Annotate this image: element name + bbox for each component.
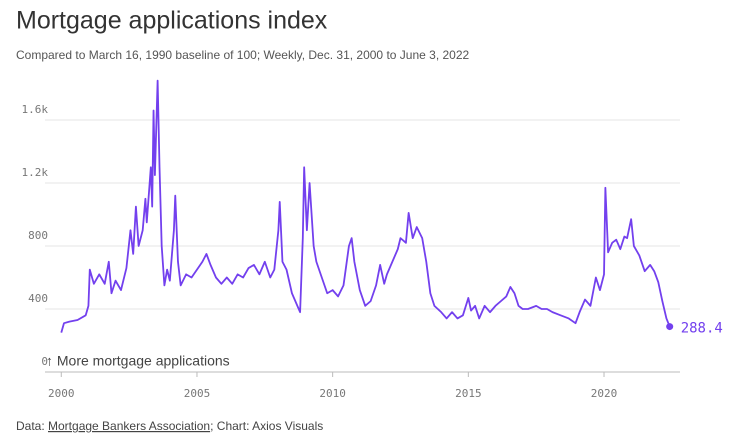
source-part: Data: <box>16 419 48 433</box>
y-tick-label: 1.6k <box>22 103 49 116</box>
x-tick-label: 2015 <box>455 387 482 400</box>
line <box>60 79 671 333</box>
y-tick-label: 800 <box>28 229 48 242</box>
source: Data: Mortgage Bankers Association; Char… <box>16 419 323 433</box>
x-tick-label: 2010 <box>319 387 346 400</box>
source-link[interactable]: Mortgage Bankers Association <box>48 419 210 433</box>
y-tick-label: 1.2k <box>22 166 49 179</box>
x-tick-label: 2020 <box>591 387 618 400</box>
chart-subtitle: Compared to March 16, 1990 baseline of 1… <box>16 48 470 62</box>
source-part: ; Chart: Axios Visuals <box>210 419 323 433</box>
x-tick-label: 2005 <box>184 387 211 400</box>
end-label: 288.4 <box>681 321 723 337</box>
chart-title: Mortgage applications index <box>16 7 328 35</box>
y-tick-label: 0 <box>41 355 48 368</box>
x-tick-label: 2000 <box>48 387 75 400</box>
end-dot <box>666 323 674 331</box>
y-tick-label: 400 <box>28 292 48 305</box>
annotation: ↑ More mortgage applications <box>46 353 230 369</box>
